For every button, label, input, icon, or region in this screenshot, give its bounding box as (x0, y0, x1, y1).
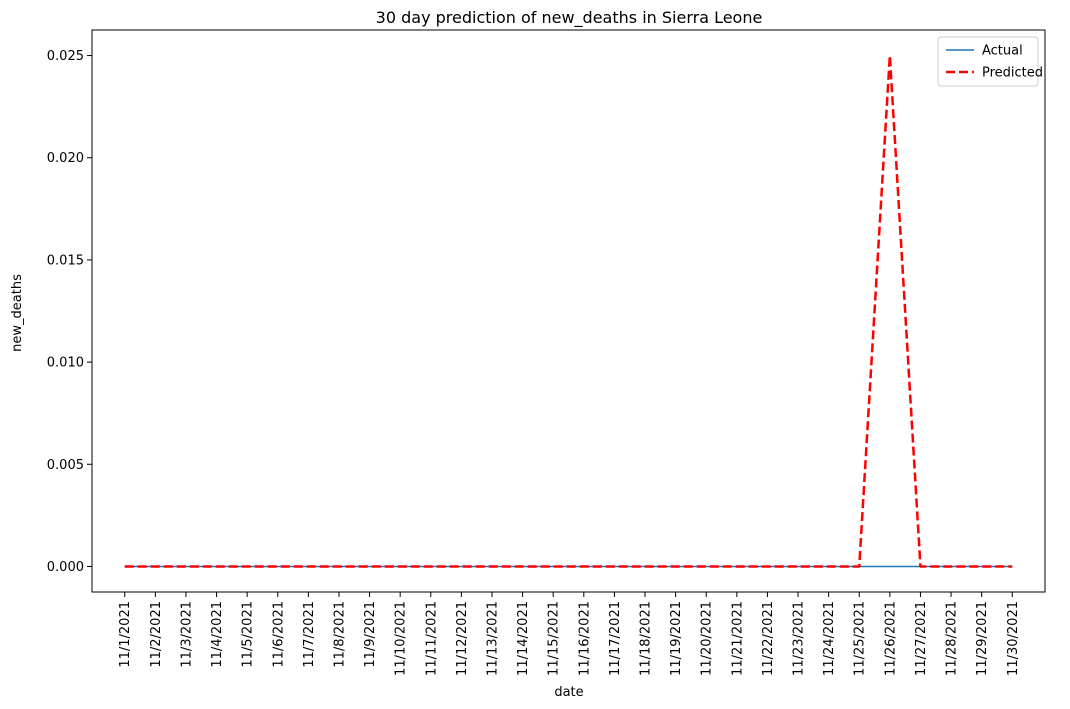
x-tick-label: 11/8/2021 (332, 601, 347, 668)
x-tick-label: 11/24/2021 (822, 601, 837, 676)
x-tick-label: 11/1/2021 (118, 601, 133, 668)
y-tick-label: 0.025 (47, 49, 84, 64)
y-tick-label: 0.010 (47, 356, 84, 371)
y-tick-label: 0.005 (47, 458, 84, 473)
x-tick-label: 11/23/2021 (792, 601, 807, 676)
x-tick-label: 11/19/2021 (669, 601, 684, 676)
x-tick-label: 11/12/2021 (455, 601, 470, 676)
y-axis-label: new_deaths (10, 274, 25, 352)
x-tick-label: 11/20/2021 (700, 601, 715, 676)
x-tick-label: 11/7/2021 (302, 601, 317, 668)
x-tick-label: 11/3/2021 (179, 601, 194, 668)
legend: Actual Predicted (937, 36, 1043, 87)
x-tick-label: 11/2/2021 (149, 601, 164, 668)
x-tick-label: 11/6/2021 (271, 601, 286, 668)
legend-label-actual: Actual (982, 44, 1023, 59)
x-tick-label: 11/5/2021 (241, 601, 256, 668)
x-axis: 11/1/2021 11/2/2021 11/3/2021 11/4/2021 11/5… (118, 592, 1021, 676)
x-tick-label: 11/29/2021 (975, 601, 990, 676)
y-tick-label: 0.015 (47, 253, 84, 268)
x-tick-label: 11/11/2021 (424, 601, 439, 676)
x-tick-label: 11/13/2021 (485, 601, 500, 676)
y-axis: 0.000 0.005 0.010 0.015 0.020 0.025 (47, 49, 92, 575)
chart-title: 30 day prediction of new_deaths in Sierr… (376, 8, 763, 28)
x-tick-label: 11/28/2021 (945, 601, 960, 676)
x-tick-label: 11/21/2021 (730, 601, 745, 676)
y-tick-label: 0.000 (47, 560, 84, 575)
x-tick-label: 11/4/2021 (210, 601, 225, 668)
x-tick-label: 11/15/2021 (547, 601, 562, 676)
x-tick-label: 11/25/2021 (853, 601, 868, 676)
x-tick-label: 11/16/2021 (577, 601, 592, 676)
x-tick-label: 11/30/2021 (1006, 601, 1021, 676)
series-line-predicted (124, 54, 1013, 568)
x-axis-label: date (554, 685, 583, 700)
x-tick-label: 11/10/2021 (394, 601, 409, 676)
x-tick-label: 11/18/2021 (639, 601, 654, 676)
x-tick-label: 11/27/2021 (914, 601, 929, 676)
y-tick-label: 0.020 (47, 151, 84, 166)
legend-label-predicted: Predicted (982, 66, 1043, 81)
x-tick-label: 11/26/2021 (883, 601, 898, 676)
series-layer (124, 54, 1013, 568)
x-tick-label: 11/17/2021 (608, 601, 623, 676)
plot-frame (91, 29, 1046, 593)
x-tick-label: 11/22/2021 (761, 601, 776, 676)
x-tick-label: 11/14/2021 (516, 601, 531, 676)
x-tick-label: 11/9/2021 (363, 601, 378, 668)
plot-area (91, 29, 1046, 593)
